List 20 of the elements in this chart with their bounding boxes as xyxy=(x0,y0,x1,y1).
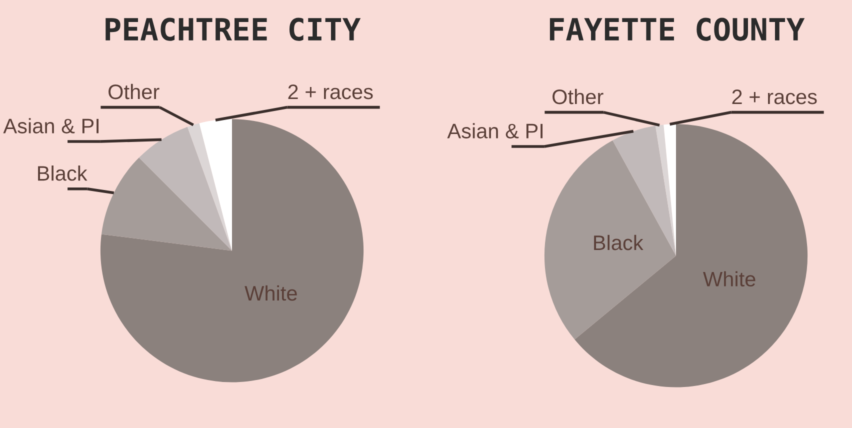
pie-slice xyxy=(664,124,676,256)
chart-title: FAYETTE COUNTY xyxy=(550,18,805,41)
slice-label: Asian & PI xyxy=(3,118,99,134)
pie-slice xyxy=(199,119,232,251)
slice-label: 2 + races xyxy=(288,84,373,100)
slice-label: Other xyxy=(552,88,604,104)
slice-label: Asian & PI xyxy=(447,123,543,138)
pie-slice xyxy=(138,126,232,251)
slice-label: White xyxy=(703,271,756,286)
pie-slice xyxy=(544,140,676,340)
slice-label: Black xyxy=(38,166,88,181)
slice-label: 2 + races xyxy=(732,89,817,104)
slice-label: Other xyxy=(108,84,160,100)
pie-slice xyxy=(187,123,232,251)
slice-label: White xyxy=(244,285,297,301)
slice-label: Black xyxy=(594,234,644,250)
pie-slice xyxy=(100,119,364,382)
pie-slice xyxy=(101,158,232,251)
chart-title: PEACHTREE CITY xyxy=(106,18,361,41)
pie-slice xyxy=(574,124,808,388)
